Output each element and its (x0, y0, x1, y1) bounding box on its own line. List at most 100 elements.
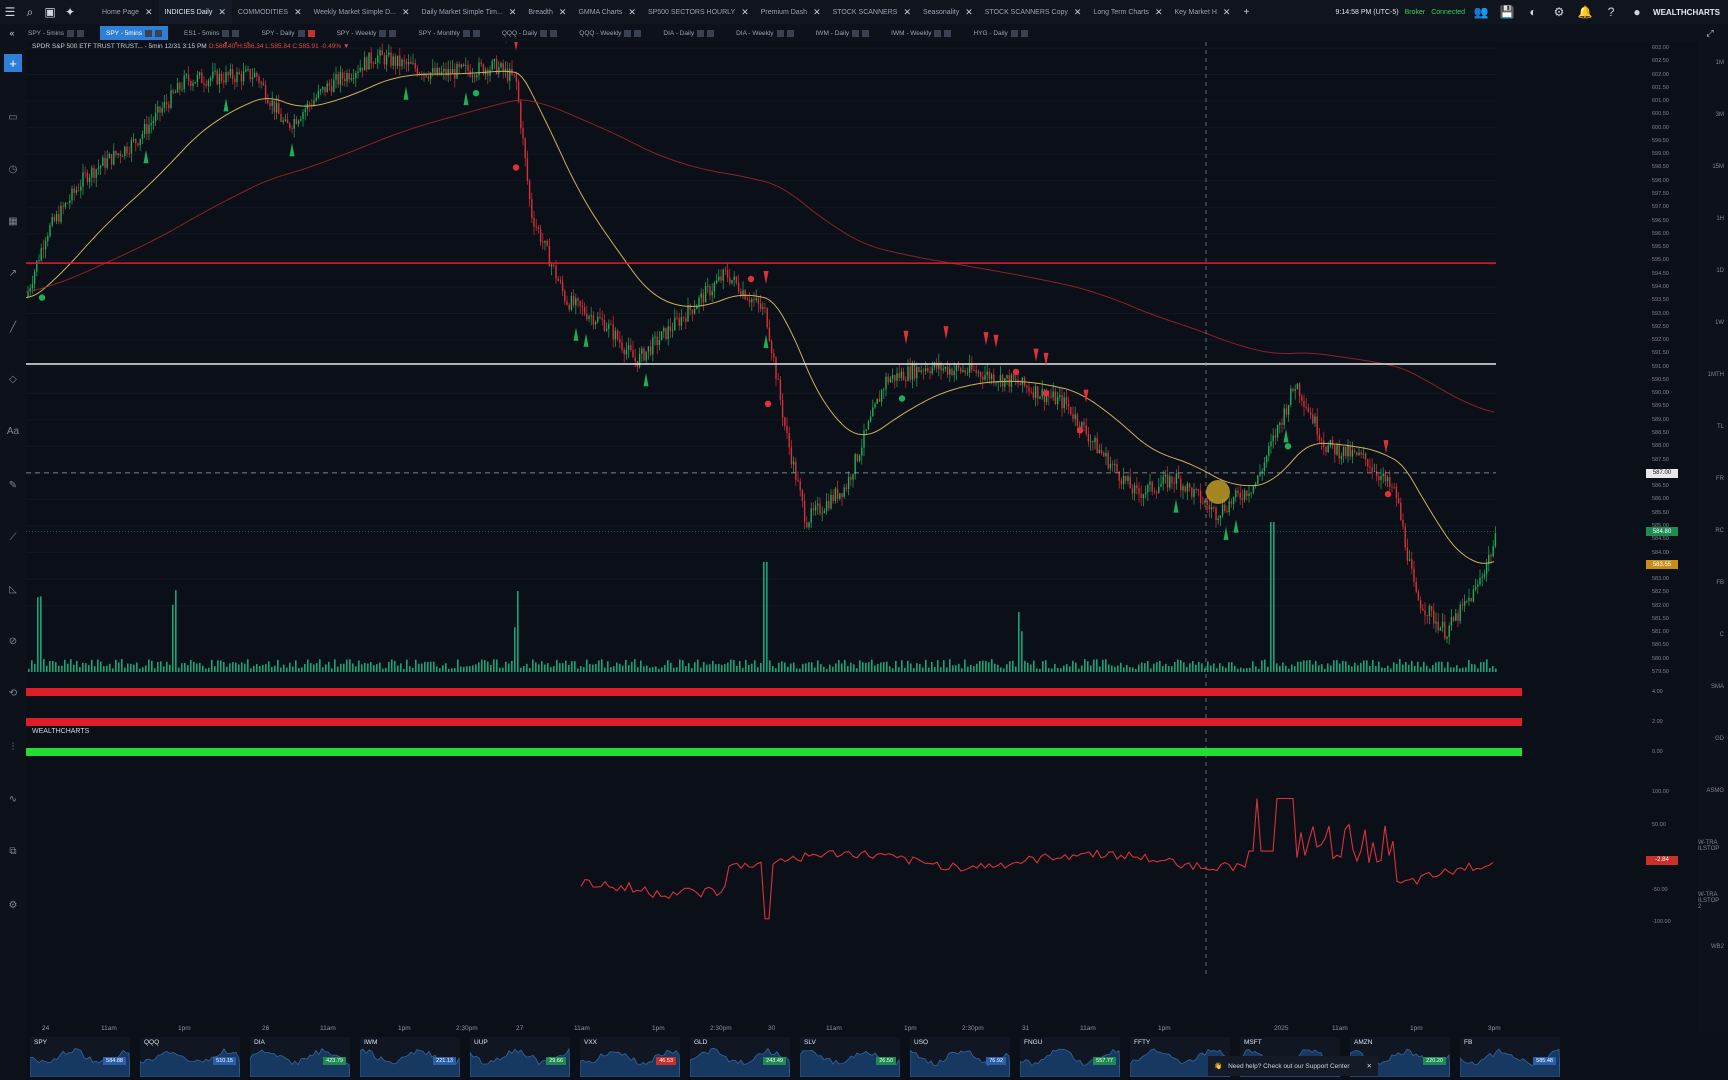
tab-link-icon[interactable] (540, 29, 548, 37)
tab-link-icon[interactable] (852, 29, 860, 37)
price-chart[interactable] (26, 42, 1672, 1032)
chart-tab[interactable]: DIA - Weekly (730, 26, 799, 40)
tab-link-icon[interactable] (934, 29, 942, 37)
tab-sync-icon[interactable] (472, 29, 480, 37)
chart-tab[interactable]: IWM - Daily (810, 26, 876, 40)
broker-status[interactable]: Broker (1404, 8, 1426, 16)
hide-icon[interactable]: ⊘ (8, 635, 18, 647)
watchlist-card[interactable]: UUP 29.66 (470, 1037, 570, 1077)
timeframe-button[interactable]: 1W (1715, 320, 1724, 326)
close-tab-icon[interactable]: ✕ (1154, 6, 1163, 17)
timeframe-button[interactable]: C (1719, 632, 1724, 638)
avatar[interactable]: ● (1633, 5, 1641, 19)
workspace-tab[interactable]: Daily Market Simple Tim... ✕ (416, 0, 523, 24)
timeframe-button[interactable]: SMA (1710, 684, 1724, 690)
close-tab-icon[interactable]: ✕ (508, 6, 517, 17)
shape-icon[interactable]: ◇ (9, 373, 17, 385)
close-icon[interactable]: ✕ (1366, 1063, 1372, 1070)
watchlist-card[interactable]: GLD 243.49 (690, 1037, 790, 1077)
chart-tab[interactable]: SPY - Daily (255, 26, 320, 40)
tab-sync-icon[interactable] (1020, 29, 1028, 37)
timeframe-button[interactable]: 1MTH (1707, 372, 1724, 378)
settings-icon[interactable]: ⚙ (1553, 5, 1565, 19)
watchlist-card[interactable]: QQQ 510.15 (140, 1037, 240, 1077)
theme-icon[interactable]: ◐ (1529, 5, 1537, 19)
chart-tab[interactable]: DIA - Daily (657, 26, 720, 40)
close-tab-icon[interactable]: ✕ (628, 6, 636, 17)
chart-tab[interactable]: IWM - Weekly (885, 26, 957, 40)
trend-icon[interactable]: ↗ (8, 267, 18, 279)
timeframe-button[interactable]: W-TRA ILSTOP 2 (1698, 892, 1720, 910)
tab-sync-icon[interactable] (862, 29, 870, 37)
line-icon[interactable]: ╱ (9, 321, 17, 333)
chart-tab[interactable]: QQQ - Daily (496, 26, 563, 40)
workspace-tab[interactable]: Weekly Market Simple D... ✕ (308, 0, 416, 24)
tab-link-icon[interactable] (379, 29, 387, 37)
tab-link-icon[interactable] (462, 29, 470, 37)
workspace-tab[interactable]: STOCK SCANNERS Copy ✕ (979, 0, 1088, 24)
tab-link-icon[interactable] (624, 29, 632, 37)
close-tab-icon[interactable]: ✕ (558, 6, 567, 17)
close-tab-icon[interactable]: ✕ (813, 6, 821, 17)
tab-link-icon[interactable] (1010, 29, 1018, 37)
save-icon[interactable]: 💾 (1499, 5, 1515, 19)
close-tab-icon[interactable]: ✕ (741, 6, 749, 17)
users-icon[interactable]: 👥 (1473, 5, 1489, 19)
indicator-icon[interactable]: ⫶ (11, 741, 15, 753)
gear-icon[interactable]: ⚙ (8, 899, 18, 911)
timeframe-button[interactable]: RC (1715, 528, 1724, 534)
watchlist-card[interactable]: FNGU 557.77 (1020, 1037, 1120, 1077)
timeframe-button[interactable]: FB (1716, 580, 1724, 586)
search-icon[interactable]: ⌕ (26, 4, 34, 19)
watchlist-card[interactable]: FB 585.48 (1460, 1037, 1560, 1077)
workspace-tab[interactable]: Long Term Charts ✕ (1087, 0, 1168, 24)
expand-icon[interactable]: ⤢ (1706, 27, 1714, 38)
chart-tab[interactable]: QQQ - Weekly (573, 26, 647, 40)
close-tab-icon[interactable]: ✕ (1222, 6, 1231, 17)
watchlist-card[interactable]: IWM 221.13 (360, 1037, 460, 1077)
magnet-icon[interactable]: ⟲ (8, 687, 18, 699)
help-icon[interactable]: ? (1607, 5, 1615, 19)
watchlist-card[interactable]: DIA 423.79 (250, 1037, 350, 1077)
ai-icon[interactable]: ✦ (64, 5, 76, 19)
add-drawing-button[interactable]: + (4, 54, 22, 72)
workspace-tab[interactable]: SP500 SECTORS HOURLY ✕ (642, 0, 755, 24)
tab-link-icon[interactable] (67, 29, 75, 37)
timeframe-button[interactable]: 3M (1715, 112, 1724, 118)
tab-sync-icon[interactable] (77, 29, 85, 37)
layers-icon[interactable]: ⧉ (9, 845, 17, 857)
tab-sync-icon[interactable] (307, 29, 315, 37)
watchlist-card[interactable]: SLV 26.50 (800, 1037, 900, 1077)
folder-icon[interactable]: ▭ (8, 111, 18, 123)
close-tab-icon[interactable]: ✕ (903, 6, 911, 17)
tab-sync-icon[interactable] (550, 29, 558, 37)
timeframe-button[interactable]: W-TRA ILSTOP (1698, 840, 1720, 852)
pencil-icon[interactable]: ✎ (8, 479, 18, 491)
workspace-tab[interactable]: Seasonality ✕ (917, 0, 979, 24)
support-toast[interactable]: 👋 Need help? Check out our Support Cente… (1208, 1056, 1378, 1076)
tab-sync-icon[interactable] (232, 29, 240, 37)
close-tab-icon[interactable]: ✕ (294, 6, 302, 17)
tab-sync-icon[interactable] (786, 29, 794, 37)
watchlist-card[interactable]: VXX 46.53 (580, 1037, 680, 1077)
close-tab-icon[interactable]: ✕ (144, 6, 153, 17)
timeframe-button[interactable]: GD (1715, 736, 1724, 742)
tab-link-icon[interactable] (297, 29, 305, 37)
workspace-tab[interactable]: GMMA Charts ✕ (572, 0, 642, 24)
watchlist-card[interactable]: USO 76.92 (910, 1037, 1010, 1077)
close-tab-icon[interactable]: ✕ (1073, 6, 1082, 17)
timeframe-button[interactable]: TL (1716, 424, 1724, 430)
notifications-icon[interactable]: 🔔 (1577, 5, 1593, 19)
workspace-tab[interactable]: Key Market H ✕ (1168, 0, 1236, 24)
timeframe-button[interactable]: 1D (1716, 268, 1724, 274)
timeframe-button[interactable]: WB2 (1710, 944, 1724, 950)
workspace-tab[interactable]: INDICIES Daily ✕ (158, 0, 232, 24)
workspace-tab[interactable]: COMMODITIES ✕ (232, 0, 308, 24)
ruler-icon[interactable]: ⟋ (9, 531, 17, 543)
close-tab-icon[interactable]: ✕ (965, 6, 973, 17)
workspace-tab[interactable]: STOCK SCANNERS ✕ (827, 0, 917, 24)
menu-icon[interactable]: ☰ (4, 5, 16, 19)
close-tab-icon[interactable]: ✕ (401, 6, 410, 17)
tab-link-icon[interactable] (697, 29, 705, 37)
timeframe-button[interactable]: 1H (1716, 216, 1724, 222)
